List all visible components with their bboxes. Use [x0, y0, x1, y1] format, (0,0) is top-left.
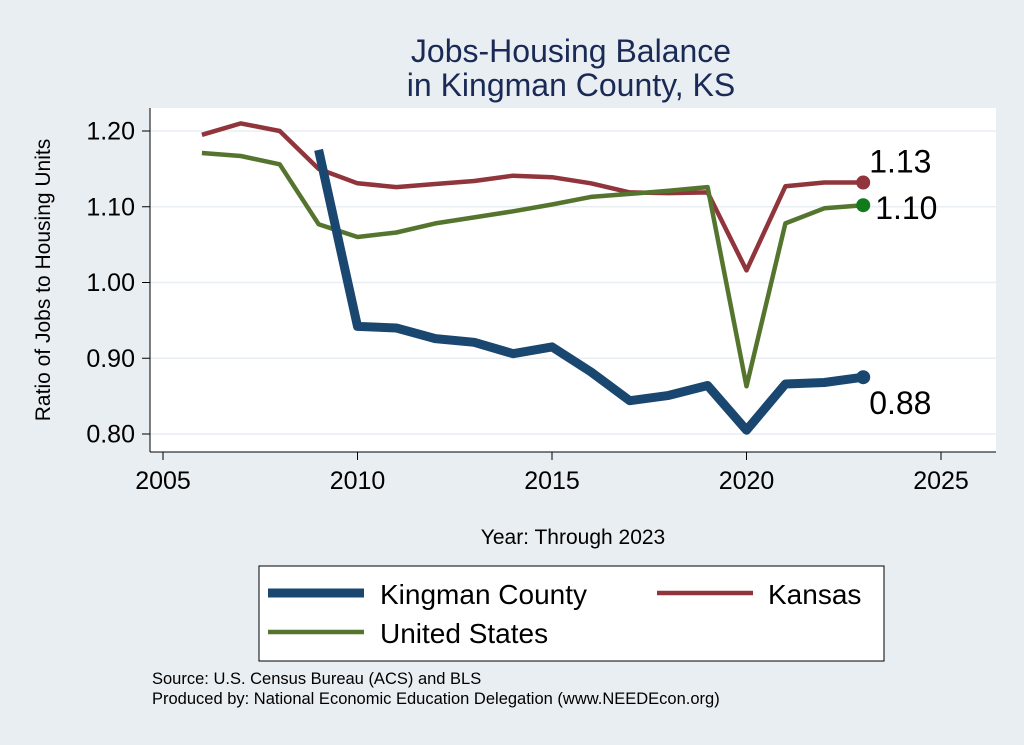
end-marker-kingman-county [856, 370, 871, 385]
producer-note: Produced by: National Economic Education… [152, 690, 720, 708]
end-label-united-states: 1.10 [875, 190, 937, 226]
legend-label-united-states: United States [380, 618, 548, 649]
x-tick-label: 2010 [330, 467, 386, 495]
x-axis-title: Year: Through 2023 [481, 526, 666, 549]
x-tick-label: 2015 [524, 467, 580, 495]
y-tick-label: 0.90 [86, 345, 135, 373]
source-note: Source: U.S. Census Bureau (ACS) and BLS [152, 670, 482, 688]
x-tick-label: 2020 [719, 467, 775, 495]
chart-title-line-2: in Kingman County, KS [407, 67, 735, 103]
y-tick-label: 1.10 [86, 193, 135, 221]
y-axis-title: Ratio of Jobs to Housing Units [32, 139, 55, 421]
end-marker-kansas [856, 175, 871, 190]
y-tick-label: 1.00 [86, 269, 135, 297]
y-axis-ticks: 0.80 0.90 1.00 1.10 1.20 [86, 118, 150, 449]
legend-label-kansas: Kansas [768, 579, 861, 610]
end-marker-united-states [856, 198, 871, 213]
chart-title-line-1: Jobs-Housing Balance [411, 33, 731, 69]
end-label-kingman-county: 0.88 [869, 385, 931, 421]
end-labels: 0.88 1.13 1.10 [856, 144, 937, 421]
x-tick-label: 2005 [135, 467, 191, 495]
plot-area [150, 108, 996, 452]
legend-box [258, 565, 885, 662]
x-axis-ticks: 2005 2010 2015 2020 2025 [135, 452, 969, 495]
end-label-kansas: 1.13 [869, 144, 931, 180]
x-tick-label: 2025 [913, 467, 969, 495]
series-line-kingman-county [314, 148, 864, 435]
series-line-united-states [201, 150, 864, 389]
y-tick-label: 1.20 [86, 118, 135, 146]
series-line-kansas [201, 121, 864, 273]
legend-label-kingman-county: Kingman County [380, 579, 587, 610]
y-tick-label: 0.80 [86, 421, 135, 449]
series-group [201, 121, 864, 435]
